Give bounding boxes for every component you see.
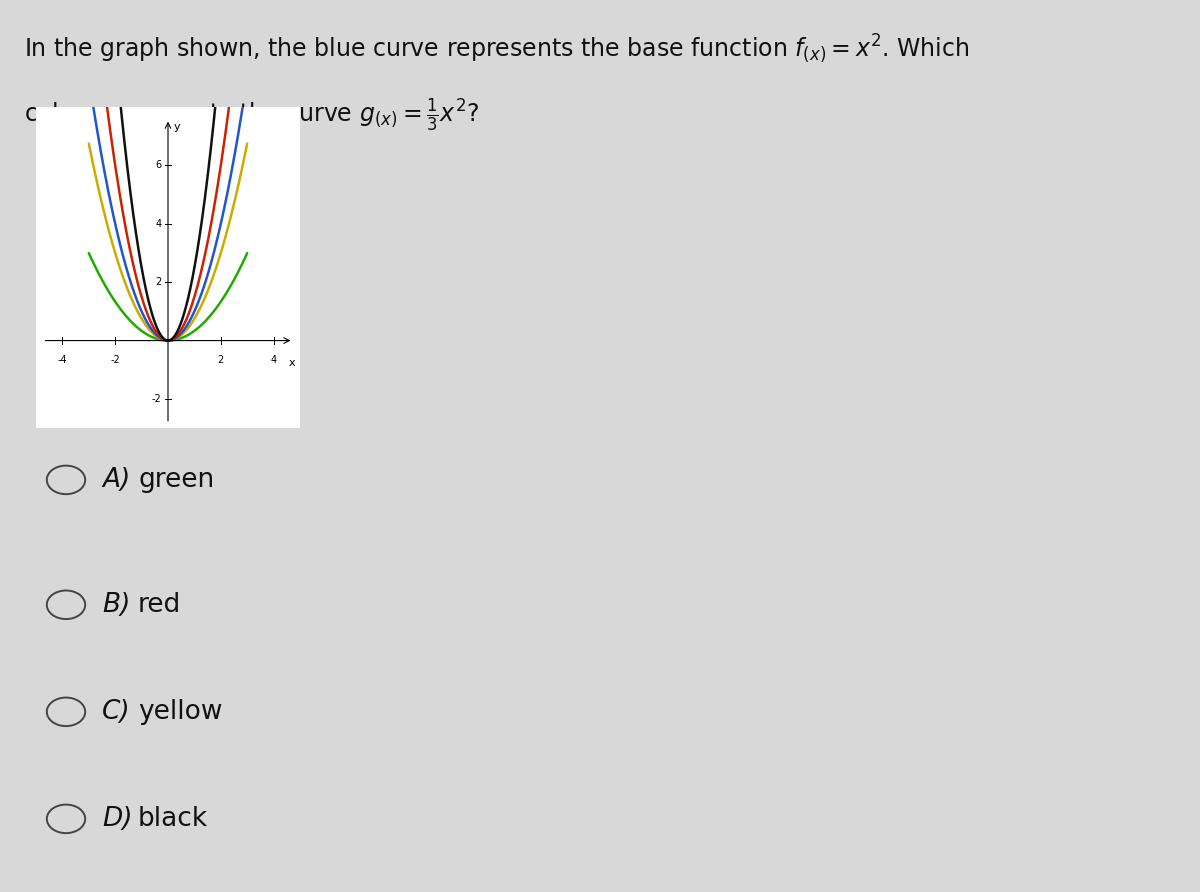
Text: D): D): [102, 805, 132, 832]
Text: C): C): [102, 698, 131, 725]
Text: black: black: [138, 805, 208, 832]
Text: -2: -2: [110, 355, 120, 365]
Text: green: green: [138, 467, 215, 493]
Text: In the graph shown, the blue curve represents the base function $f_{(x)} = x^2$.: In the graph shown, the blue curve repre…: [24, 32, 970, 65]
Text: 2: 2: [155, 277, 161, 287]
Text: A): A): [102, 467, 131, 493]
Text: 6: 6: [155, 161, 161, 170]
Text: red: red: [138, 591, 181, 618]
Text: 2: 2: [217, 355, 224, 365]
Text: y: y: [173, 121, 180, 132]
Text: x: x: [289, 358, 295, 368]
Text: B): B): [102, 591, 131, 618]
Text: 4: 4: [270, 355, 277, 365]
Text: yellow: yellow: [138, 698, 222, 725]
Text: -2: -2: [151, 394, 161, 404]
Text: colour represents the curve $g_{(x)} = \frac{1}{3}x^2$?: colour represents the curve $g_{(x)} = \…: [24, 96, 479, 134]
Text: -4: -4: [58, 355, 67, 365]
Text: 4: 4: [155, 219, 161, 229]
